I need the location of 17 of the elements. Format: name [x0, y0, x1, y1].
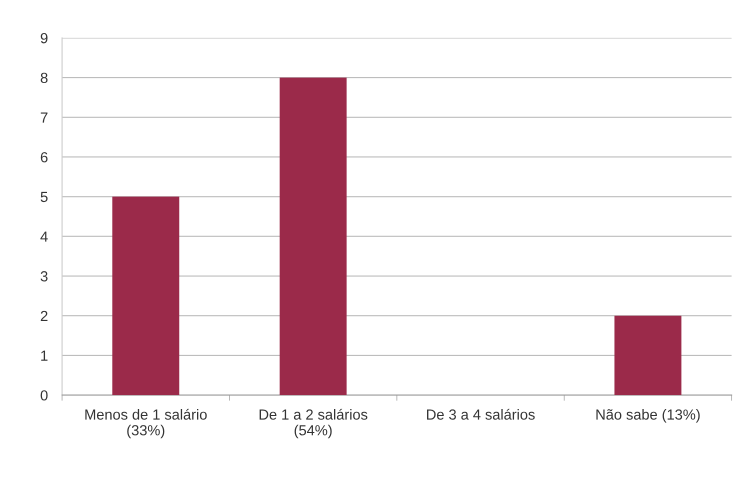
- y-tick-label: 8: [40, 72, 48, 84]
- x-tick-label: De 1 a 2 salários (54%): [260, 408, 368, 438]
- x-tick-label: Menos de 1 salário (33%): [85, 408, 207, 438]
- y-tick-label: 6: [40, 152, 48, 162]
- y-tick-label: 4: [40, 232, 48, 242]
- y-tick-label: 1: [41, 350, 48, 361]
- x-tick-label: Não sabe (13%): [596, 409, 700, 423]
- x-tick-label: De 3 a 4 salários: [427, 408, 535, 420]
- y-tick-label: 9: [40, 33, 48, 44]
- y-tick-label: 3: [40, 271, 48, 282]
- bar: [614, 316, 682, 396]
- y-tick-label: 2: [40, 310, 48, 322]
- bar: [280, 78, 347, 396]
- y-tick-label: 7: [40, 112, 48, 123]
- y-tick-label: 0: [40, 390, 48, 401]
- bar: [112, 196, 180, 396]
- y-tick-label: 5: [40, 192, 48, 202]
